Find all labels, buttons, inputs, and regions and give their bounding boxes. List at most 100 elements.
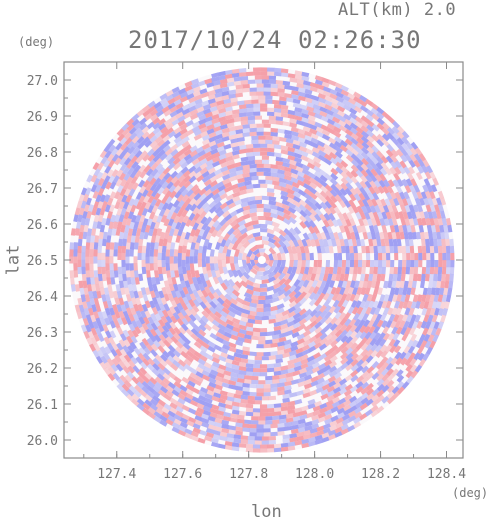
radar-cell — [238, 443, 247, 448]
y-tick-label: 26.4 — [27, 290, 58, 305]
radar-cell — [270, 164, 278, 169]
radar-cell — [240, 275, 248, 283]
radar-cell — [421, 238, 426, 247]
radar-cell — [383, 332, 391, 341]
radar-cell — [178, 148, 187, 156]
radar-cell — [225, 314, 234, 322]
radar-cell — [449, 238, 454, 247]
radar-cell — [77, 238, 83, 247]
radar-cell — [110, 214, 116, 223]
radar-cell — [230, 183, 239, 190]
radar-cell — [139, 341, 147, 350]
radar-cell — [116, 207, 123, 216]
radar-cell — [149, 300, 156, 309]
radar-cell — [125, 294, 132, 302]
radar-cell — [355, 342, 364, 351]
radar-cell — [236, 332, 245, 339]
radar-cell — [397, 245, 403, 254]
radar-cell — [189, 113, 199, 121]
radar-cell — [233, 309, 242, 317]
radar-cell — [145, 263, 150, 271]
radar-cell — [312, 409, 321, 417]
radar-cell — [119, 163, 128, 172]
radar-cell — [235, 306, 244, 313]
radar-cell — [198, 123, 207, 130]
radar-cell — [309, 177, 318, 185]
radar-cell — [398, 301, 405, 309]
radar-cell — [131, 113, 140, 122]
radar-cell — [83, 224, 89, 233]
radar-cell — [238, 361, 247, 368]
radar-cell — [101, 217, 107, 226]
radar-cell — [221, 339, 231, 347]
radar-cell — [115, 142, 123, 151]
radar-cell — [185, 383, 194, 391]
radar-cell — [356, 153, 365, 161]
radar-cell — [376, 122, 385, 131]
radar-cell — [396, 238, 402, 247]
radar-cell — [312, 286, 320, 295]
radar-cell — [314, 213, 322, 222]
radar-cell — [294, 70, 303, 76]
radar-cell — [191, 125, 200, 133]
radar-cell — [189, 367, 198, 375]
radar-cell — [286, 192, 295, 200]
radar-cell — [305, 238, 312, 247]
radar-cell — [287, 445, 296, 451]
radar-cell — [116, 342, 124, 351]
radar-cell — [292, 238, 300, 248]
radar-cell — [340, 293, 348, 302]
radar-cell — [273, 152, 282, 158]
radar-cell — [289, 122, 298, 128]
radar-cell — [201, 252, 207, 260]
radar-cell — [143, 347, 151, 356]
radar-cell — [233, 356, 242, 363]
radar-cell — [77, 297, 83, 306]
radar-cell — [144, 394, 153, 402]
radar-cell — [92, 190, 99, 199]
radar-cell — [409, 266, 415, 275]
radar-cell — [328, 206, 337, 215]
radar-cell — [395, 357, 403, 366]
radar-cell — [170, 170, 179, 179]
radar-cell — [158, 319, 166, 328]
radar-cell — [135, 297, 142, 306]
radar-cell — [365, 355, 374, 364]
radar-cell — [157, 259, 162, 268]
radar-cell — [238, 189, 247, 196]
radar-cell — [305, 252, 310, 261]
radar-cell — [193, 161, 202, 169]
radar-cell — [239, 185, 247, 192]
radar-cell — [430, 287, 437, 296]
radar-cell — [394, 166, 402, 175]
radar-cell — [231, 409, 240, 415]
radar-cell — [290, 131, 299, 137]
radar-cell — [359, 99, 368, 107]
radar-cell — [158, 303, 166, 312]
radar-cell — [267, 111, 275, 117]
radar-cell — [230, 236, 238, 245]
radar-cell — [361, 157, 369, 166]
radar-cell — [252, 264, 260, 272]
radar-cell — [365, 337, 373, 346]
radar-cell — [163, 280, 170, 289]
radar-cell — [377, 266, 382, 275]
radar-cell — [355, 300, 362, 309]
radar-cell — [321, 77, 330, 84]
radar-cell — [330, 406, 339, 414]
radar-cell — [164, 190, 172, 199]
radar-cell — [310, 380, 319, 387]
radar-cell — [246, 262, 253, 271]
radar-cell — [82, 317, 89, 326]
radar-cell — [425, 307, 432, 316]
radar-cell — [293, 365, 302, 372]
radar-cell — [263, 87, 271, 92]
radar-cell — [101, 259, 106, 268]
radar-cell — [404, 238, 410, 247]
radar-cell — [280, 194, 289, 201]
radar-cell — [296, 342, 305, 350]
radar-cell — [250, 294, 259, 300]
radar-cell — [230, 372, 238, 378]
radar-cell — [140, 201, 147, 210]
radar-cell — [332, 299, 340, 308]
